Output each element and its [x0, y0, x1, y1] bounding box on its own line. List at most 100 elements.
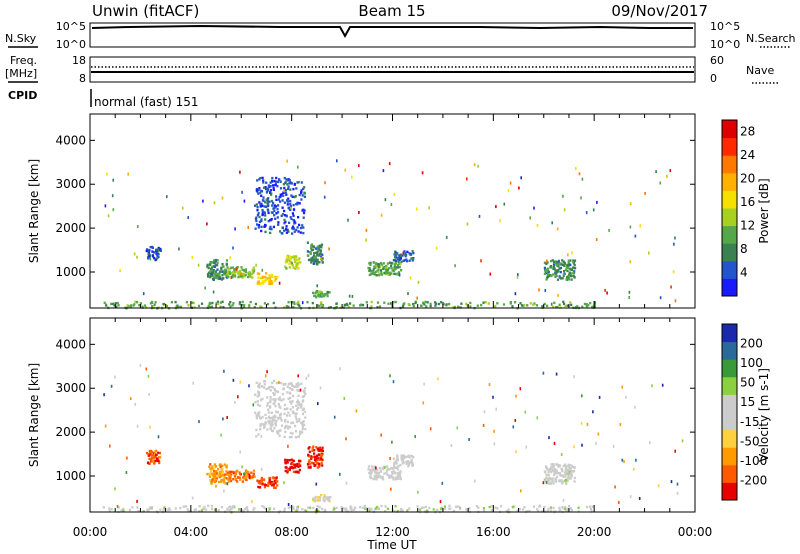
velocity-cell [564, 472, 567, 476]
power-cell [284, 189, 287, 192]
velocity-cell [310, 461, 313, 464]
velocity-cell [278, 434, 281, 437]
velocity-cell [536, 416, 539, 420]
velocity-cell [220, 433, 222, 437]
velocity-cell [252, 472, 255, 475]
velocity-cell [211, 467, 214, 470]
velocity-cell [275, 419, 278, 423]
velocity-cell [150, 449, 153, 453]
velocity-cell [394, 460, 397, 464]
velocity-cell [154, 459, 157, 463]
power-cell [292, 219, 295, 222]
power-colorbar-band [722, 243, 737, 262]
power-cell [215, 274, 218, 278]
velocity-cell [359, 506, 362, 509]
velocity-cell [232, 471, 235, 475]
power-cell [311, 257, 314, 260]
velocity-cell [261, 483, 264, 486]
power-cell [248, 306, 251, 309]
velocity-cell [273, 389, 277, 392]
velocity-cell [198, 510, 201, 513]
power-cell [511, 305, 514, 308]
power-cell [550, 274, 553, 278]
velocity-cell [311, 497, 315, 500]
power-cell [288, 266, 291, 269]
power-cell [285, 267, 288, 270]
velocity-cell [566, 471, 569, 474]
velocity-cell [581, 443, 583, 447]
power-cell [390, 261, 393, 265]
velocity-cell [303, 410, 306, 413]
power-cell [595, 238, 598, 242]
velocity-cell [246, 506, 249, 509]
velocity-cell [568, 466, 571, 470]
velocity-cell [274, 481, 277, 485]
velocity-cell [274, 415, 277, 418]
velocity-cell [159, 508, 162, 511]
velocity-cell [586, 422, 589, 426]
power-colorbar-band [722, 278, 737, 297]
velocity-cell [493, 442, 496, 446]
power-cell [311, 301, 314, 305]
velocity-cell [228, 508, 231, 512]
power-cell [152, 251, 156, 254]
velocity-colorbar-frame [721, 323, 738, 501]
power-cell [320, 243, 324, 246]
power-cell [533, 206, 535, 210]
velocity-cell [151, 506, 154, 509]
power-cell [283, 218, 286, 222]
velocity-cell [379, 476, 382, 479]
velocity-cell [298, 468, 301, 472]
velocity-cell [258, 404, 261, 407]
power-cell [328, 247, 330, 251]
power-cell [533, 302, 536, 305]
power-cell [562, 273, 565, 276]
velocity-cell [193, 508, 196, 512]
velocity-cell [294, 424, 297, 428]
power-cell [550, 266, 553, 269]
power-cell [424, 300, 427, 304]
velocity-cell [546, 477, 549, 480]
power-cell [295, 262, 298, 265]
power-cell [405, 253, 408, 257]
power-cell [228, 270, 231, 273]
power-cell [569, 272, 572, 275]
velocity-cell [392, 380, 395, 384]
power-cell [316, 247, 319, 251]
velocity-cell [564, 467, 568, 470]
power-cell [256, 214, 259, 217]
power-cell [241, 268, 244, 271]
power-cell [390, 264, 393, 267]
power-cell [544, 289, 547, 292]
power-cell [206, 222, 208, 226]
power-cell [210, 261, 213, 264]
velocity-cell [349, 507, 352, 510]
velocity-cell [292, 394, 295, 398]
power-cell [593, 305, 596, 308]
velocity-cell [316, 456, 319, 459]
power-cell [570, 268, 574, 271]
velocity-cell [289, 431, 292, 435]
velocity-cell [569, 471, 573, 474]
power-cell [564, 268, 567, 271]
velocity-cell [392, 457, 395, 460]
velocity-cell [215, 472, 218, 475]
power-colorbar-frame [721, 119, 738, 297]
power-cell [187, 216, 189, 220]
power-cell [469, 305, 472, 308]
power-cell [421, 171, 424, 175]
velocity-cell [370, 508, 373, 511]
velocity-cell [243, 472, 246, 476]
power-cell [297, 262, 300, 265]
date-title: 09/Nov/2017 [611, 2, 708, 20]
velocity-cell [441, 481, 444, 485]
velocity-cell [621, 385, 624, 389]
power-cell [233, 275, 237, 278]
power-cell [151, 254, 154, 257]
power-cell [411, 259, 414, 262]
power-cell [113, 304, 116, 307]
velocity-cell [547, 470, 550, 474]
velocity-cell [400, 508, 403, 511]
velocity-cell [275, 381, 278, 385]
power-cell [393, 263, 396, 267]
